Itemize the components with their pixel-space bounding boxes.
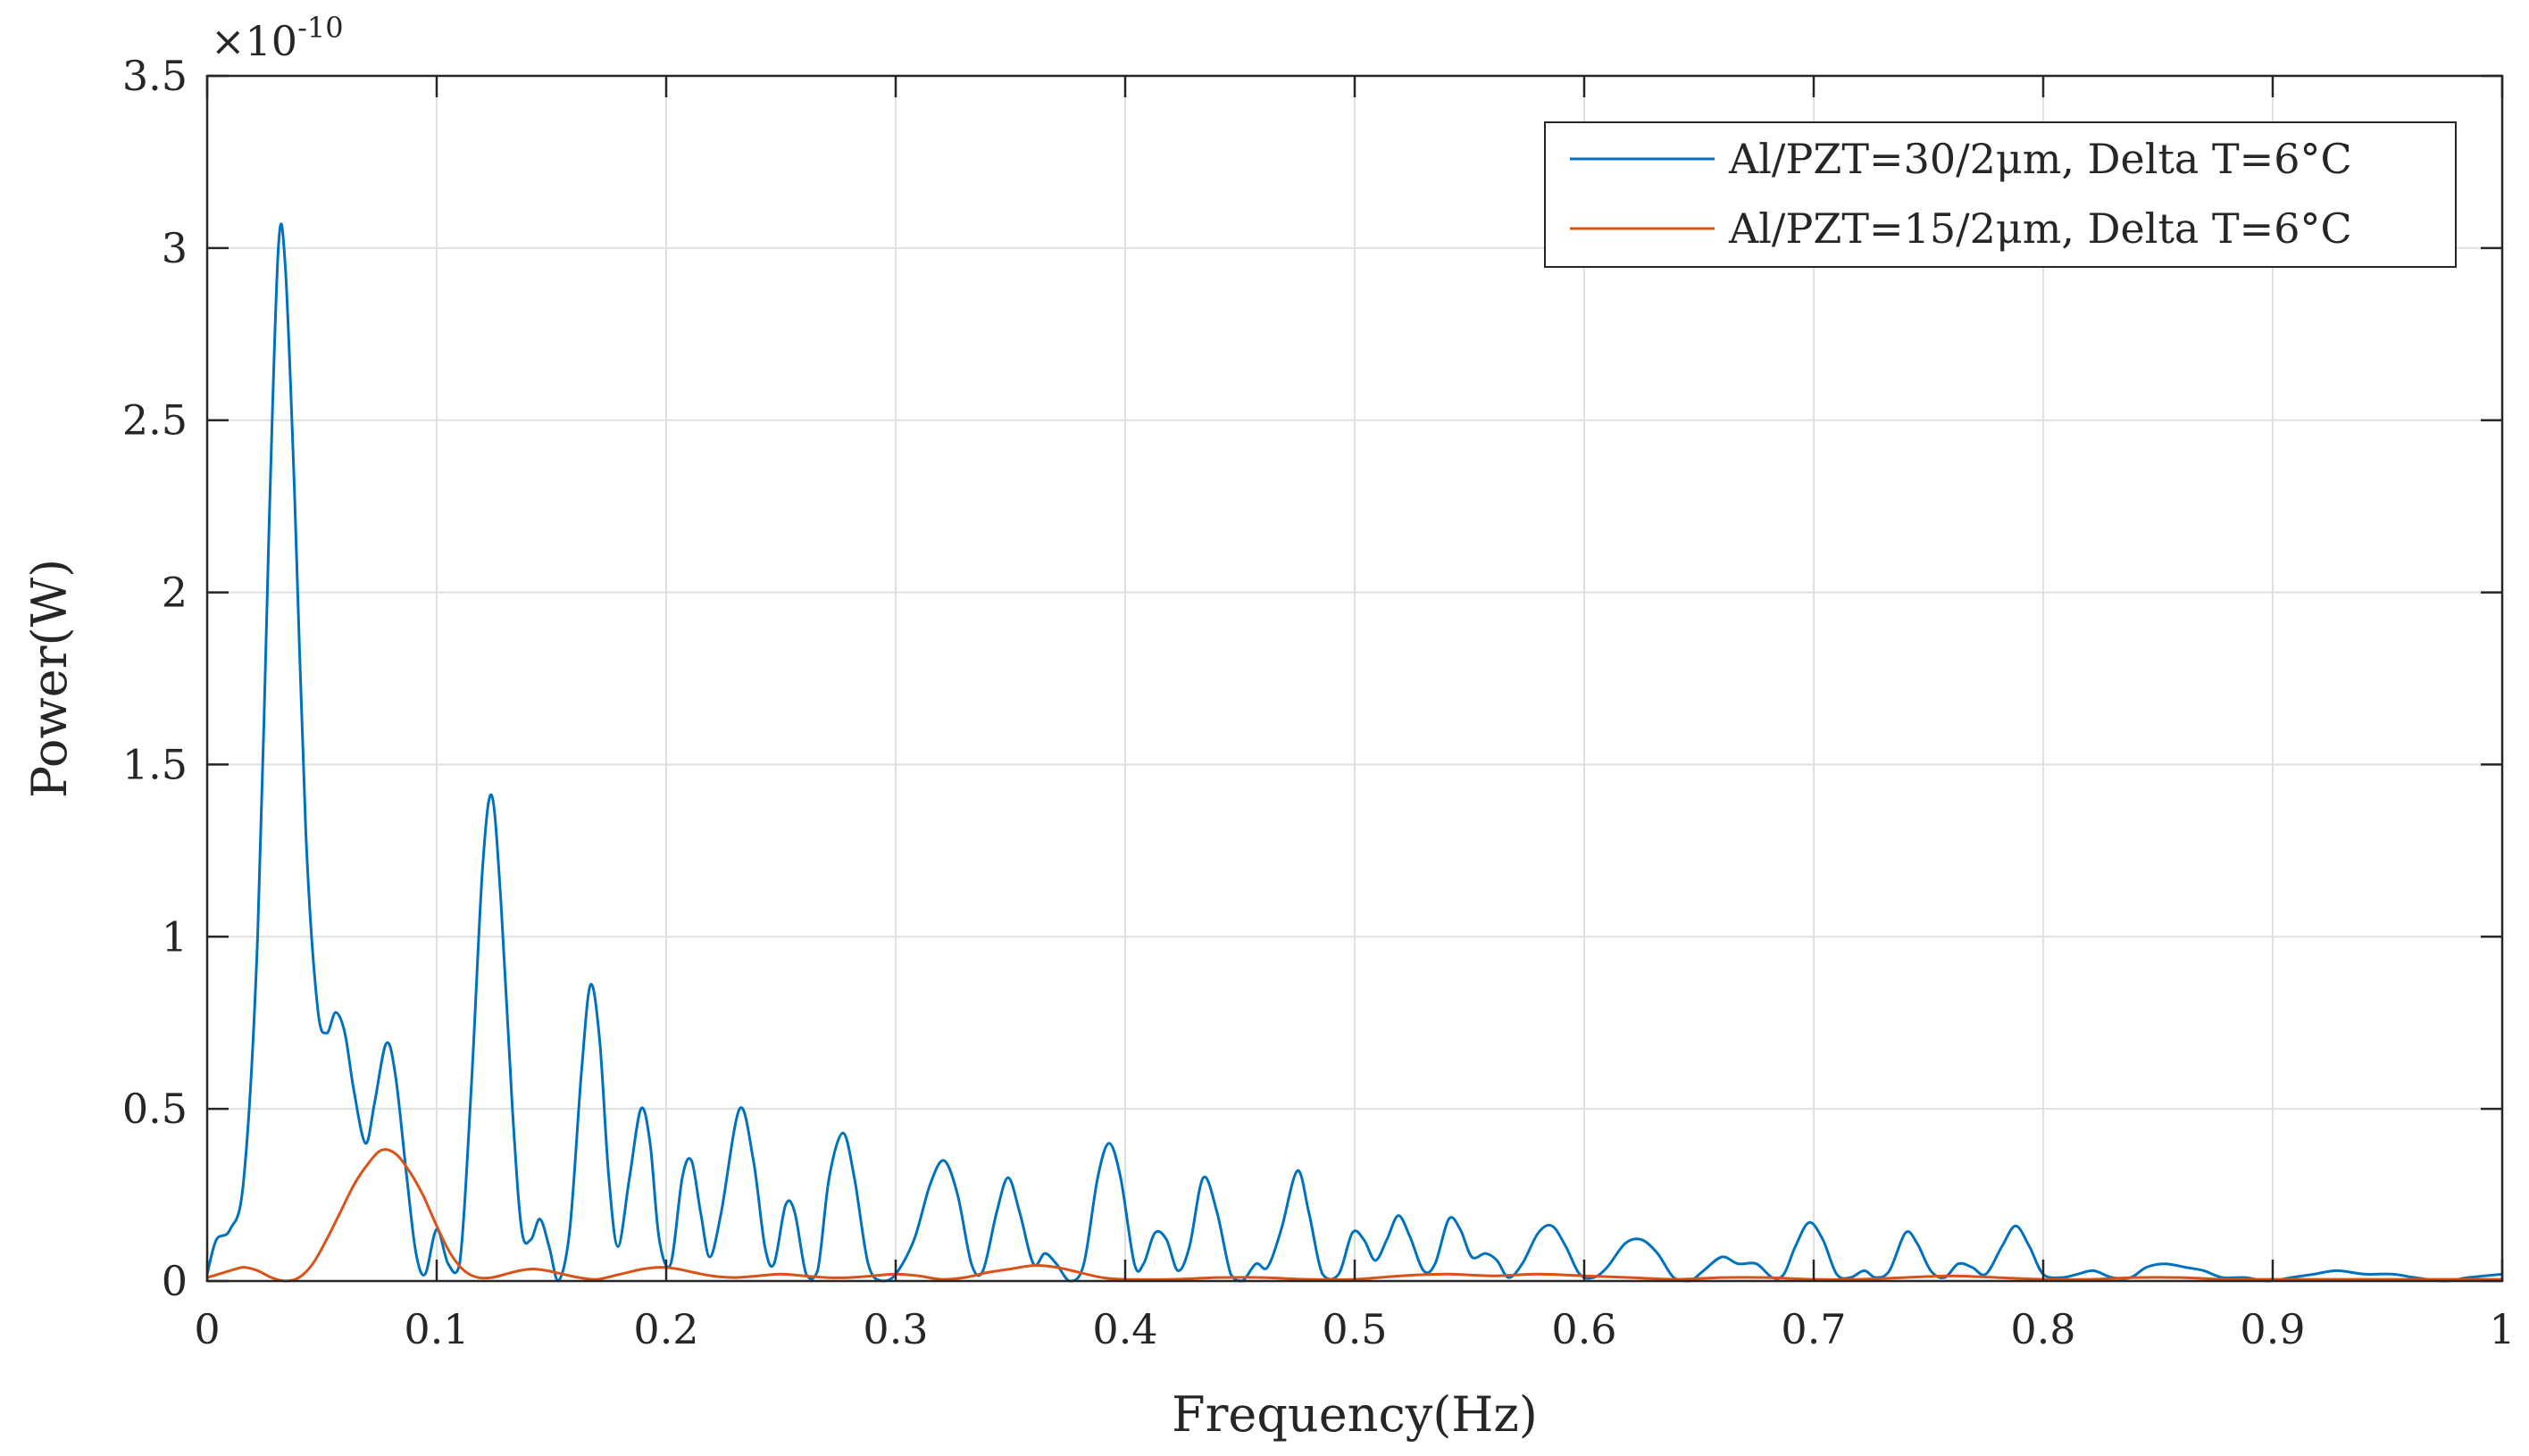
y-tick-label: 1 <box>162 912 188 961</box>
x-axis-label: Frequency(Hz) <box>1172 1386 1538 1443</box>
y-tick-label: 2 <box>162 569 188 617</box>
legend-box <box>1544 121 2457 268</box>
y-exponent-multiplier: ×10-10 <box>211 11 344 65</box>
series-lines <box>205 222 2503 1283</box>
axis-ticks <box>205 74 2504 1283</box>
y-tick-labels: 0 0.5 1 1.5 2 2.5 3 3.5 <box>122 52 188 1305</box>
x-tick-label: 1 <box>2489 1305 2515 1353</box>
x-tick-label: 0.7 <box>1781 1305 1846 1353</box>
x-tick-label: 0.6 <box>1551 1305 1616 1353</box>
x-tick-label: 0.2 <box>633 1305 698 1353</box>
legend: Al/PZT=30/2μm, Delta T=6°C Al/PZT=15/2μm… <box>1544 121 2457 268</box>
y-tick-label: 0 <box>162 1257 188 1305</box>
legend-label-series-1: Al/PZT=30/2μm, Delta T=6°C <box>1728 135 2352 183</box>
x-tick-label: 0.1 <box>404 1305 469 1353</box>
y-tick-label: 1.5 <box>122 740 188 788</box>
y-tick-label: 0.5 <box>122 1085 188 1133</box>
y-tick-label: 3 <box>162 224 188 272</box>
y-axis-label: Power(W) <box>21 559 78 798</box>
x-tick-label: 0.4 <box>1092 1305 1157 1353</box>
x-tick-labels: 0 0.1 0.2 0.3 0.4 0.5 0.6 0.7 0.8 0.9 1 <box>194 1305 2515 1353</box>
y-tick-label: 3.5 <box>122 52 188 100</box>
legend-label-series-2: Al/PZT=15/2μm, Delta T=6°C <box>1728 204 2352 253</box>
x-tick-label: 0.3 <box>863 1305 928 1353</box>
series-line-1 <box>205 222 2503 1283</box>
x-tick-label: 0.9 <box>2240 1305 2305 1353</box>
y-exponent-power: -10 <box>297 11 344 45</box>
y-tick-label: 2.5 <box>122 396 188 445</box>
x-tick-label: 0.8 <box>2010 1305 2075 1353</box>
series-line-2 <box>206 1148 2502 1283</box>
x-tick-label: 0.5 <box>1322 1305 1387 1353</box>
y-exponent-base: ×10 <box>211 17 297 65</box>
x-tick-label: 0 <box>194 1305 220 1353</box>
